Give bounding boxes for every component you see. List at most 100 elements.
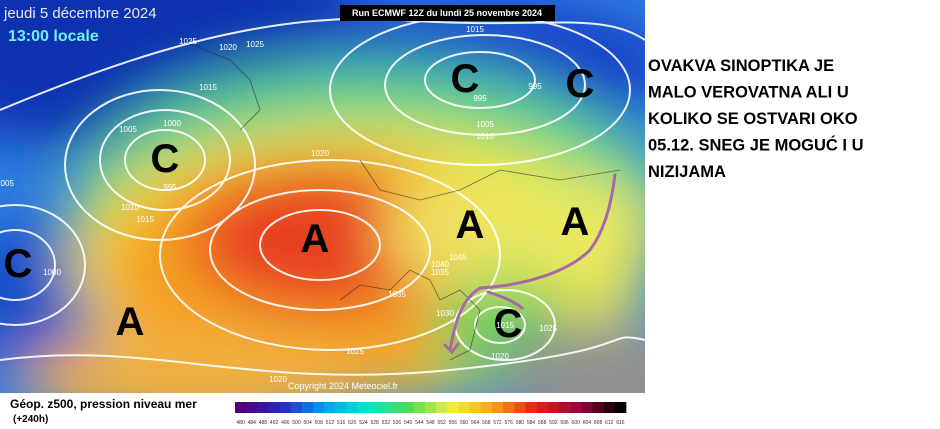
color-scale: 480 484 488 492 496 500 504 508 512 516 520 524 528 5… [235,402,627,426]
scale-swatch [290,402,303,413]
scale-label: 604 [583,420,592,426]
isobar-label: 995 [163,183,177,192]
annotation: OVAKVA SINOPTIKA JE MALO VEROVATNA ALI U K… [648,57,863,181]
pressure-center: A [116,300,145,344]
isobar-label: 1015 [496,321,514,330]
annotation-line: MALO VEROVATNA ALI U [648,84,849,102]
scale-label: 564 [471,420,480,426]
scale-swatch [436,402,448,413]
isobar-label: 995 [473,94,487,103]
scale-swatch [413,402,426,413]
pressure-center: C [4,242,33,286]
scale-label: 612 [605,420,614,426]
isobar-label: 1020 [269,375,287,384]
coastlines [179,39,621,361]
scale-swatch [447,402,459,413]
scale-swatch [357,402,370,413]
legend-lead: (+240h) [13,414,48,425]
copyright: Copyright 2024 Meteociel.fr [288,381,398,391]
scale-label: 580 [516,420,525,426]
run-label: Run ECMWF 12Z du lundi 25 novembre 2024 [352,8,542,18]
scale-label: 592 [549,420,558,426]
isobar-label: 1020 [311,149,329,158]
scale-swatch [480,402,493,413]
isobar-label: 1045 [449,253,467,262]
scale-swatch [346,402,359,413]
isobar-label: 1005 [119,125,137,134]
scale-swatch [491,402,504,413]
isobar-label: 1025 [246,40,264,49]
scale-label: 488 [259,420,268,426]
pressure-center: A [561,200,590,244]
scale-label: 600 [572,420,581,426]
scale-label: 528 [370,420,379,426]
scale-label: 496 [281,420,290,426]
pressure-center: C [451,57,480,101]
isobar-label: 1040 [431,260,449,269]
scale-swatch [547,402,560,413]
scale-label: 568 [482,420,491,426]
scale-label: 512 [326,420,335,426]
scale-swatch [402,402,415,413]
isobar-label: 1005 [476,120,494,129]
scale-label: 560 [460,420,469,426]
scale-label: 576 [505,420,514,426]
scale-swatch [525,402,537,413]
isobar-label: 1015 [466,25,484,34]
scale-label: 520 [348,420,357,426]
scale-swatch [458,402,470,413]
scale-label: 508 [315,420,324,426]
isobar-label: 1030 [436,309,454,318]
scale-label: 540 [404,420,413,426]
scale-swatch [558,402,571,413]
pressure-center: C [566,62,595,106]
scale-label: 480 [236,420,245,426]
scale-label: 492 [270,420,279,426]
scale-label: 572 [493,420,502,426]
isobar-label: 1000 [43,268,61,277]
pressure-center: C [494,302,523,346]
scale-label: 588 [538,420,547,426]
isobar-label: 1015 [136,215,154,224]
isobar-label: 1025 [539,324,557,333]
scale-label: 556 [449,420,458,426]
scale-swatch [503,402,515,413]
scale-label: 500 [292,420,301,426]
scale-swatch [324,402,336,413]
scale-swatch [424,402,437,413]
annotation-arrows [443,173,617,355]
scale-swatch [536,402,549,413]
scale-swatch [380,402,392,413]
map-date: jeudi 5 décembre 2024 [3,5,157,22]
scale-swatch [279,402,292,413]
scale-label: 548 [426,420,435,426]
isobar-labels: 1025 1020 1025 1015 1005 1000 995 1010 1015 1020 1… [0,25,557,384]
scale-swatch [335,402,348,413]
isobar-label: 1005 [0,179,14,188]
isobar-label: 1020 [219,43,237,52]
scale-label: 536 [393,420,402,426]
scale-label: 584 [527,420,536,426]
scale-swatch [369,402,381,413]
scale-swatch [302,402,314,413]
isobar-label: 995 [528,82,542,91]
annotation-line: KOLIKO SE OSTVARI OKO [648,110,858,128]
scale-swatch [268,402,280,413]
isobar-label: 1010 [121,203,139,212]
isobar-label: 1020 [491,352,509,361]
scale-label: 608 [594,420,603,426]
scale-label: 532 [382,420,391,426]
scale-swatch [257,402,269,413]
pressure-center: A [301,217,330,261]
isobar-label: 1000 [163,119,181,128]
scale-label: 544 [415,420,424,426]
isobar-label: 1025 [346,347,364,356]
annotation-line: NIZIJAMA [648,163,726,181]
isobar-label: 1035 [388,290,406,299]
legend-title: Géop. z500, pression niveau mer [10,397,197,411]
scale-label: 616 [616,420,625,426]
scale-swatch [614,402,627,413]
isobar-label: 1035 [431,268,449,277]
scale-swatch [469,402,482,413]
